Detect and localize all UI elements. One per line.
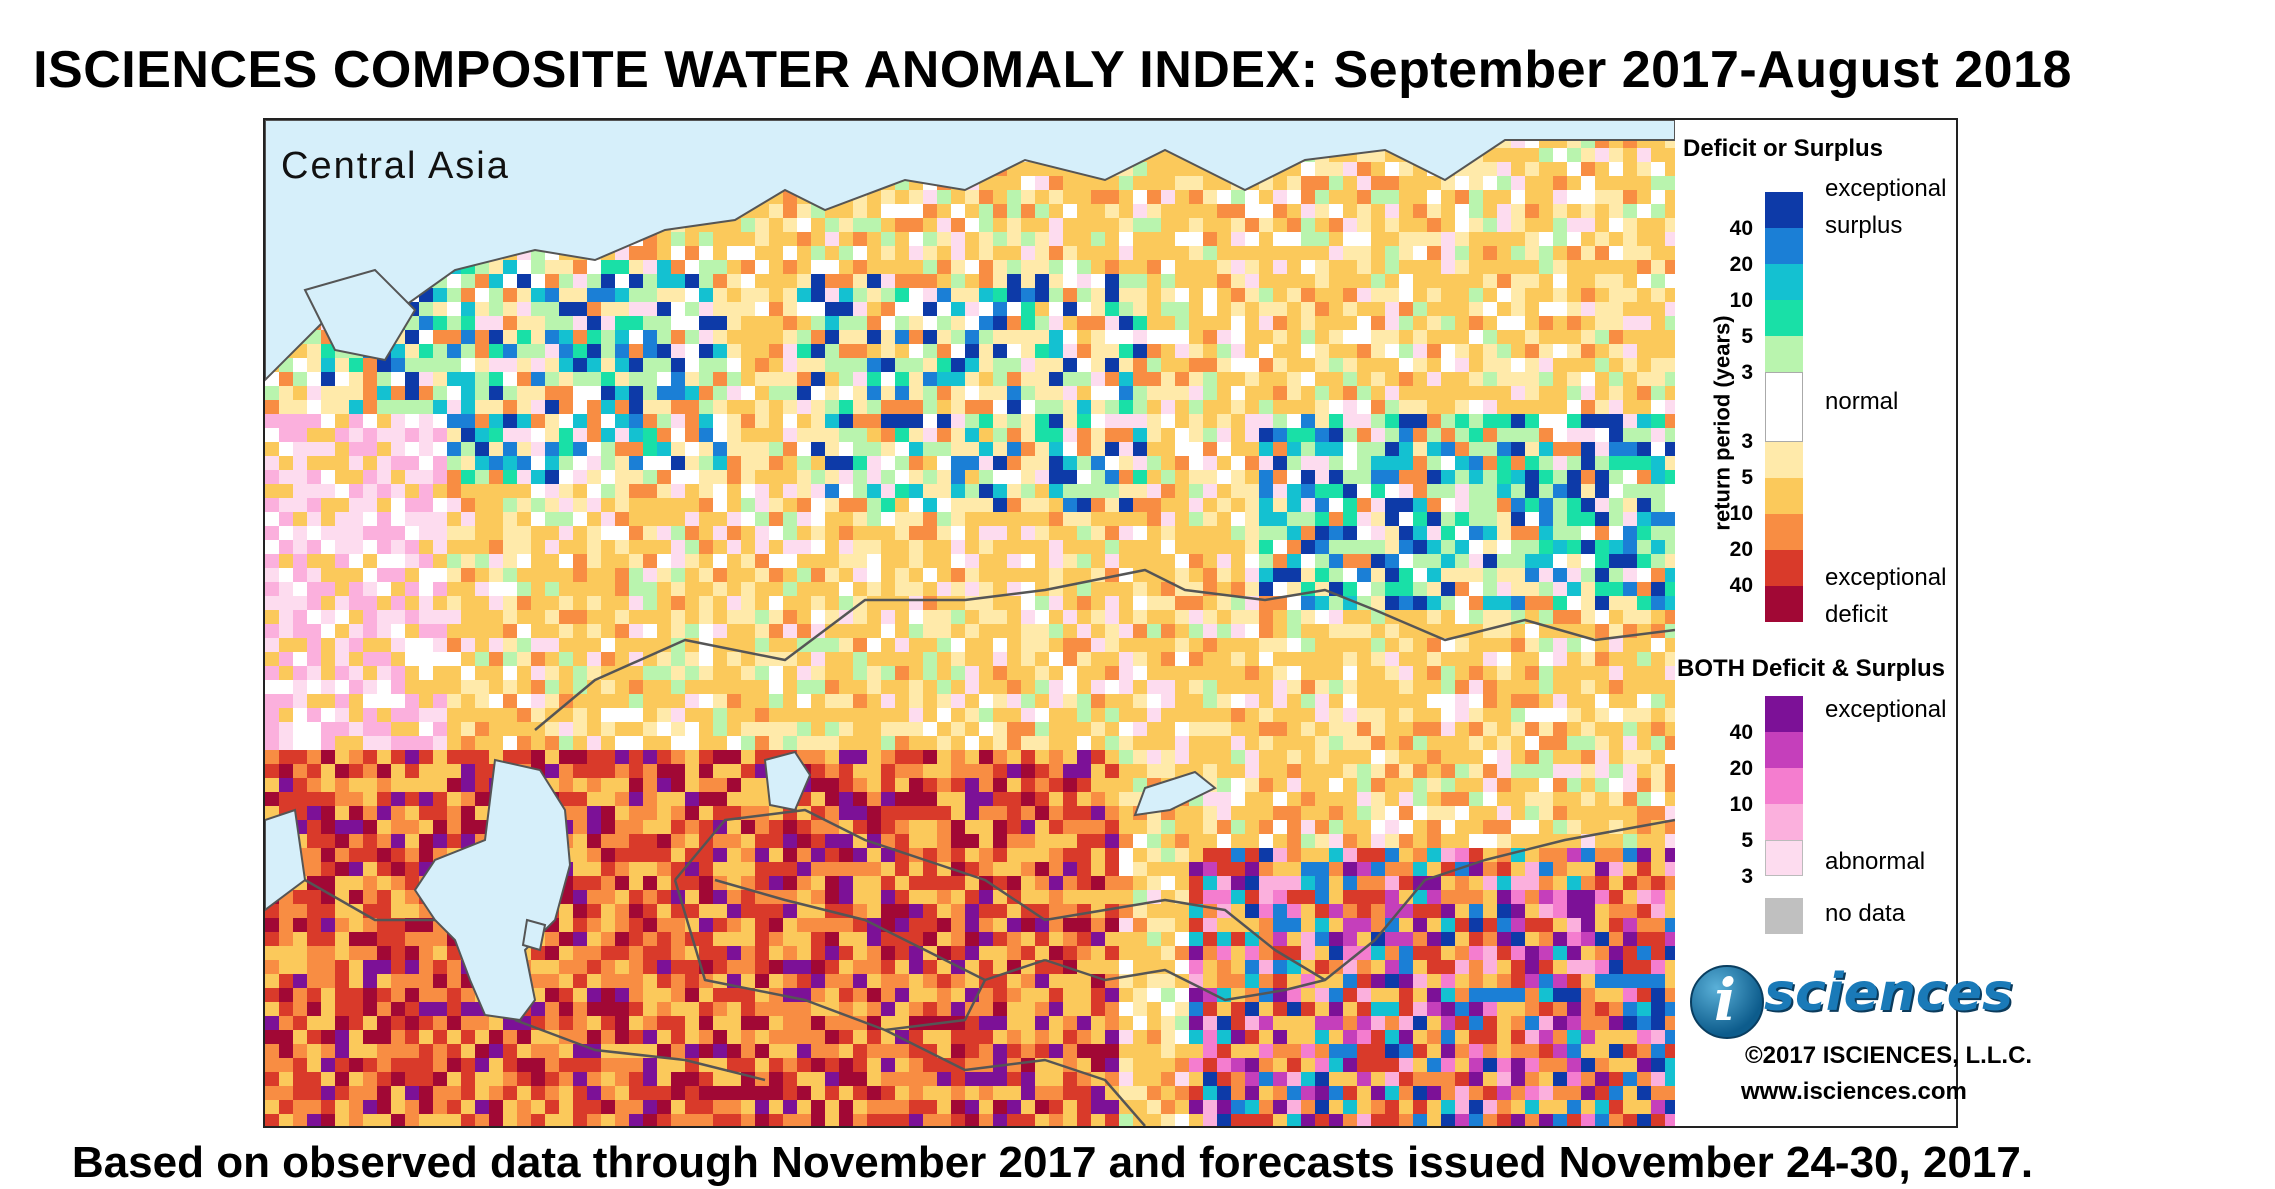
caspian-sea (413, 758, 572, 1022)
china-border (1284, 818, 1675, 992)
uzbekistan-border (714, 878, 1046, 982)
swatch-both-40 (1765, 696, 1803, 732)
isciences-logo: i sciences (1690, 963, 2020, 1043)
legend-heading-deficit-surplus: Deficit or Surplus (1683, 135, 1884, 162)
map-title: ISCIENCES COMPOSITE WATER ANOMALY INDEX:… (33, 41, 2072, 99)
tick-surplus-40: 40 (1729, 217, 1753, 240)
swatch-no-data (1765, 898, 1803, 934)
water-bodies (265, 120, 1675, 1022)
swatch-surplus-20 (1765, 228, 1803, 264)
caucasus-border (304, 878, 435, 922)
map-frame: Central Asia Deficit or Surplus return p… (263, 118, 1958, 1128)
label-both-exceptional: exceptional (1825, 696, 1947, 723)
tick-both-3: 3 (1741, 865, 1753, 888)
tick-both-10: 10 (1729, 793, 1753, 816)
tick-surplus-3: 3 (1741, 361, 1753, 384)
swatch-surplus-3 (1765, 336, 1803, 372)
region-label: Central Asia (281, 145, 510, 187)
legend: Deficit or Surplus return period (years)… (1675, 120, 1956, 1126)
swatch-deficit-3 (1765, 442, 1803, 478)
tick-both-5: 5 (1741, 829, 1753, 852)
label-both-abnormal: abnormal (1825, 848, 1926, 875)
russia-kazakhstan-border (534, 568, 1675, 731)
swatch-surplus-40 (1765, 192, 1803, 228)
logo-globe-icon (1690, 965, 1764, 1039)
label-exceptional-surplus-2: surplus (1825, 212, 1903, 239)
tick-deficit-5: 5 (1741, 466, 1753, 489)
swatch-deficit-40 (1765, 586, 1803, 622)
tick-deficit-10: 10 (1729, 502, 1753, 525)
balkhash-lake (1133, 770, 1217, 817)
swatch-surplus-5 (1765, 300, 1803, 336)
logo-letter: i (1714, 966, 1737, 1034)
swatch-both-3 (1765, 840, 1803, 876)
swatch-deficit-10 (1765, 514, 1803, 550)
swatch-both-5 (1765, 804, 1803, 840)
aral-sea (763, 750, 812, 812)
afghanistan-border (884, 1028, 1146, 1126)
iran-border (514, 1018, 766, 1082)
label-exceptional-surplus-1: exceptional (1825, 175, 1947, 202)
tick-surplus-10: 10 (1729, 289, 1753, 312)
swatch-normal (1765, 372, 1803, 442)
swatch-deficit-5 (1765, 478, 1803, 514)
tick-deficit-3: 3 (1741, 430, 1753, 453)
label-exceptional-deficit-1: exceptional (1825, 564, 1947, 591)
kazakhstan-south-border (674, 808, 1326, 982)
website-url: www.isciences.com (1741, 1078, 1967, 1105)
white-sea (303, 268, 417, 362)
tick-deficit-40: 40 (1729, 574, 1753, 597)
swatch-both-10 (1765, 768, 1803, 804)
footer-note: Based on observed data through November … (71, 1138, 2034, 1187)
tick-deficit-20: 20 (1729, 538, 1753, 561)
tick-surplus-20: 20 (1729, 253, 1753, 276)
arctic-sea (265, 120, 1675, 382)
anomaly-map: Central Asia (265, 120, 1675, 1126)
tick-both-40: 40 (1729, 721, 1753, 744)
swatch-surplus-10 (1765, 264, 1803, 300)
copyright: ©2017 ISCIENCES, L.L.C. (1745, 1042, 2033, 1069)
legend-heading-both: BOTH Deficit & Surplus (1677, 655, 1946, 682)
swatch-both-20 (1765, 732, 1803, 768)
label-exceptional-deficit-2: deficit (1825, 601, 1888, 628)
kara-bogaz (521, 918, 547, 952)
label-no-data: no data (1825, 900, 1906, 927)
tick-surplus-5: 5 (1741, 325, 1753, 348)
tick-both-20: 20 (1729, 757, 1753, 780)
country-boundaries (304, 568, 1675, 1126)
logo-text: sciences (1764, 963, 2013, 1023)
label-normal: normal (1825, 388, 1899, 415)
kyrgyz-tajik-border (1044, 958, 1286, 1002)
swatch-deficit-20 (1765, 550, 1803, 586)
turkmenistan-border (673, 879, 987, 1032)
